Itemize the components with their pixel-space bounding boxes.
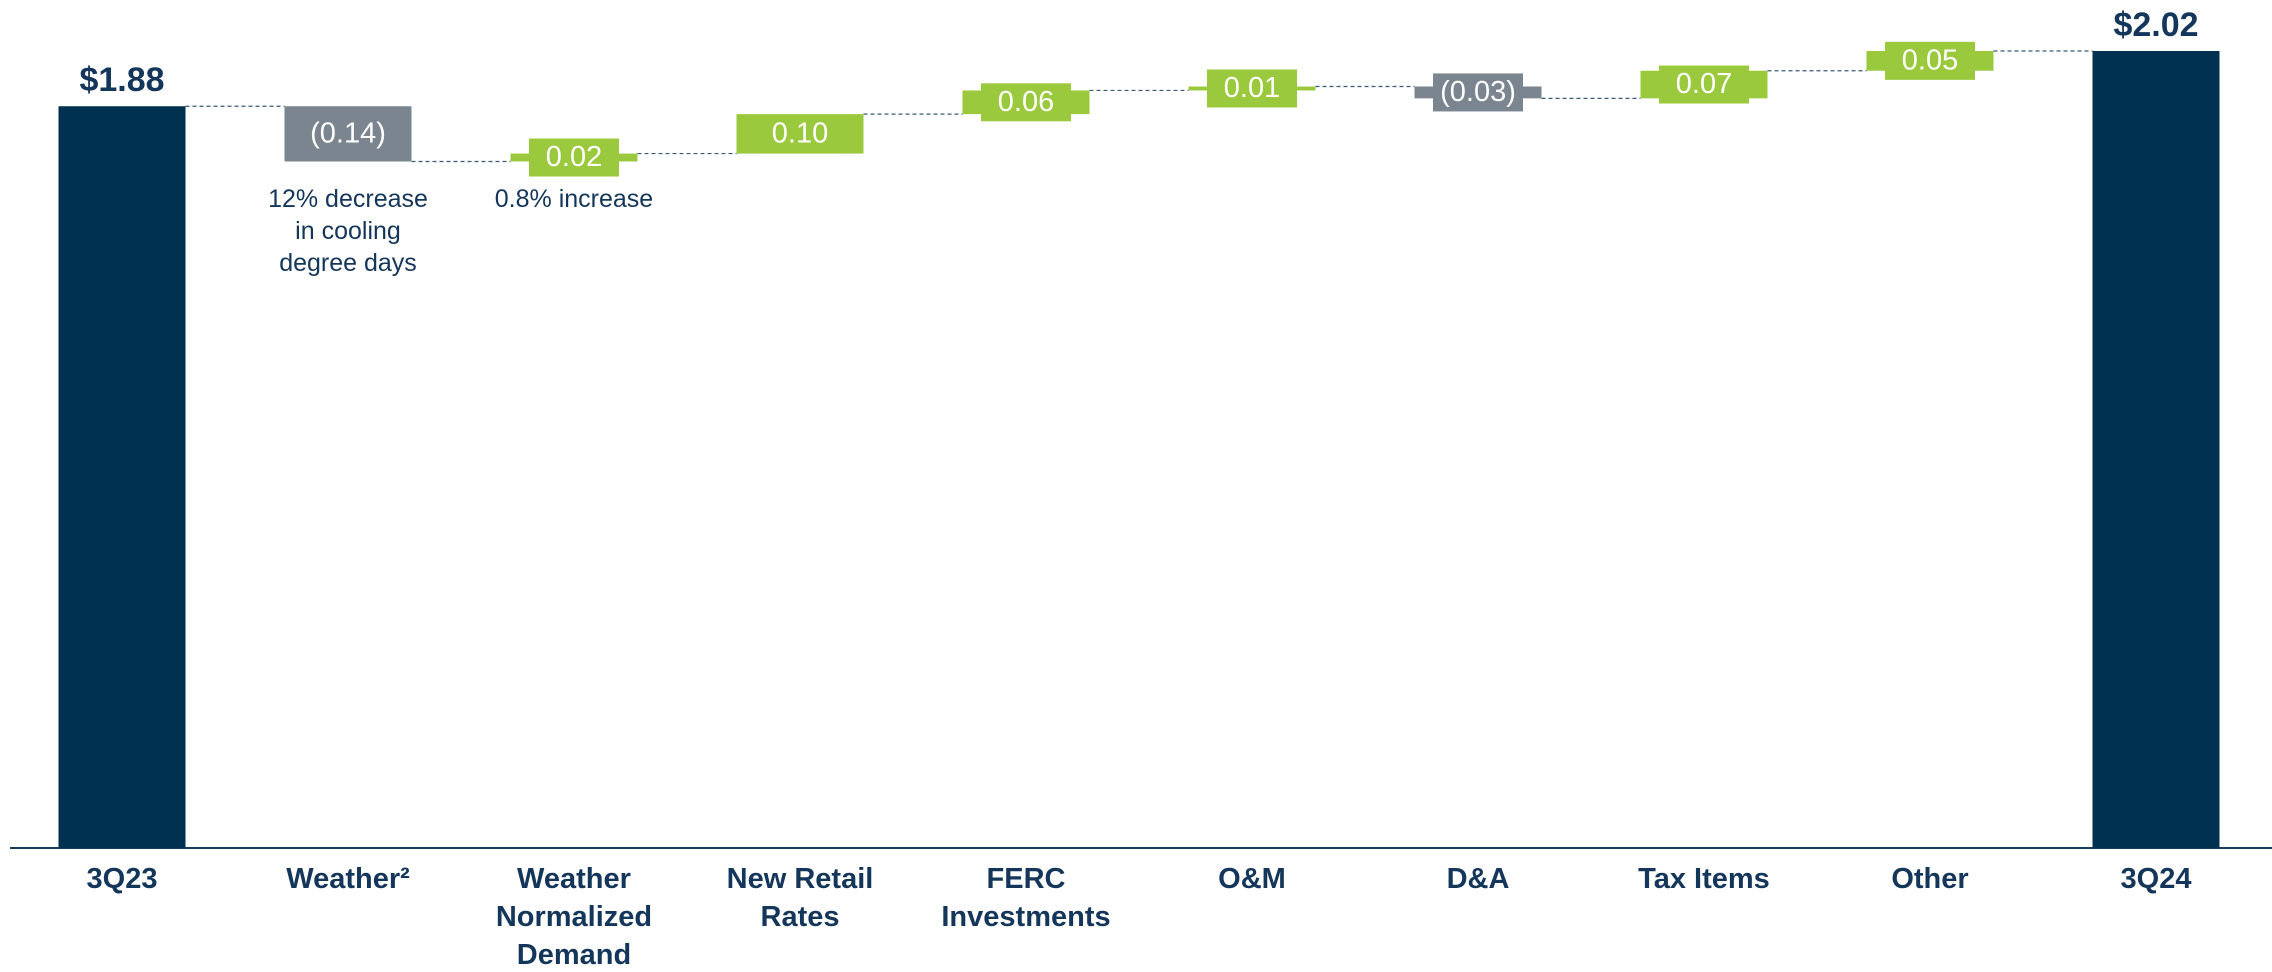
bar	[284, 106, 412, 162]
value-label-box	[1207, 69, 1297, 108]
bar	[58, 106, 186, 849]
value-label-box	[755, 114, 845, 153]
bar	[2092, 51, 2220, 848]
x-tick-label: O&M	[1218, 863, 1286, 895]
value-label: $2.02	[2113, 6, 2198, 44]
annotation: 0.8% increase	[494, 185, 654, 214]
annotation: 12% decrease in cooling degree days	[268, 185, 428, 278]
value-label: (0.14)	[310, 118, 386, 150]
value-label-box	[1433, 73, 1523, 112]
x-tick-label: 3Q23	[86, 863, 158, 895]
x-tick-label: Weather²	[286, 863, 410, 895]
x-tick-label: 3Q24	[2120, 863, 2192, 895]
value-label: $1.88	[79, 61, 164, 99]
value-label: 0.01	[1224, 72, 1280, 104]
value-label-box	[529, 138, 619, 177]
x-tick-label: FERC Investments	[941, 863, 1111, 933]
x-tick-label: New Retail Rates	[726, 863, 874, 933]
value-label: 0.05	[1902, 45, 1958, 77]
x-tick-label: D&A	[1446, 863, 1510, 895]
value-label: (0.03)	[1440, 76, 1516, 108]
x-tick-label: Tax Items	[1638, 863, 1770, 895]
value-label: 0.07	[1676, 68, 1732, 100]
x-tick-label: Weather Normalized Demand	[495, 863, 653, 971]
value-label-box	[1885, 41, 1975, 80]
value-label-box	[1659, 65, 1749, 104]
x-tick-label: Other	[1891, 863, 1969, 895]
value-label: 0.02	[546, 141, 602, 173]
value-label: 0.10	[772, 118, 828, 150]
value-label: 0.06	[998, 86, 1054, 118]
value-label-box	[981, 83, 1071, 122]
